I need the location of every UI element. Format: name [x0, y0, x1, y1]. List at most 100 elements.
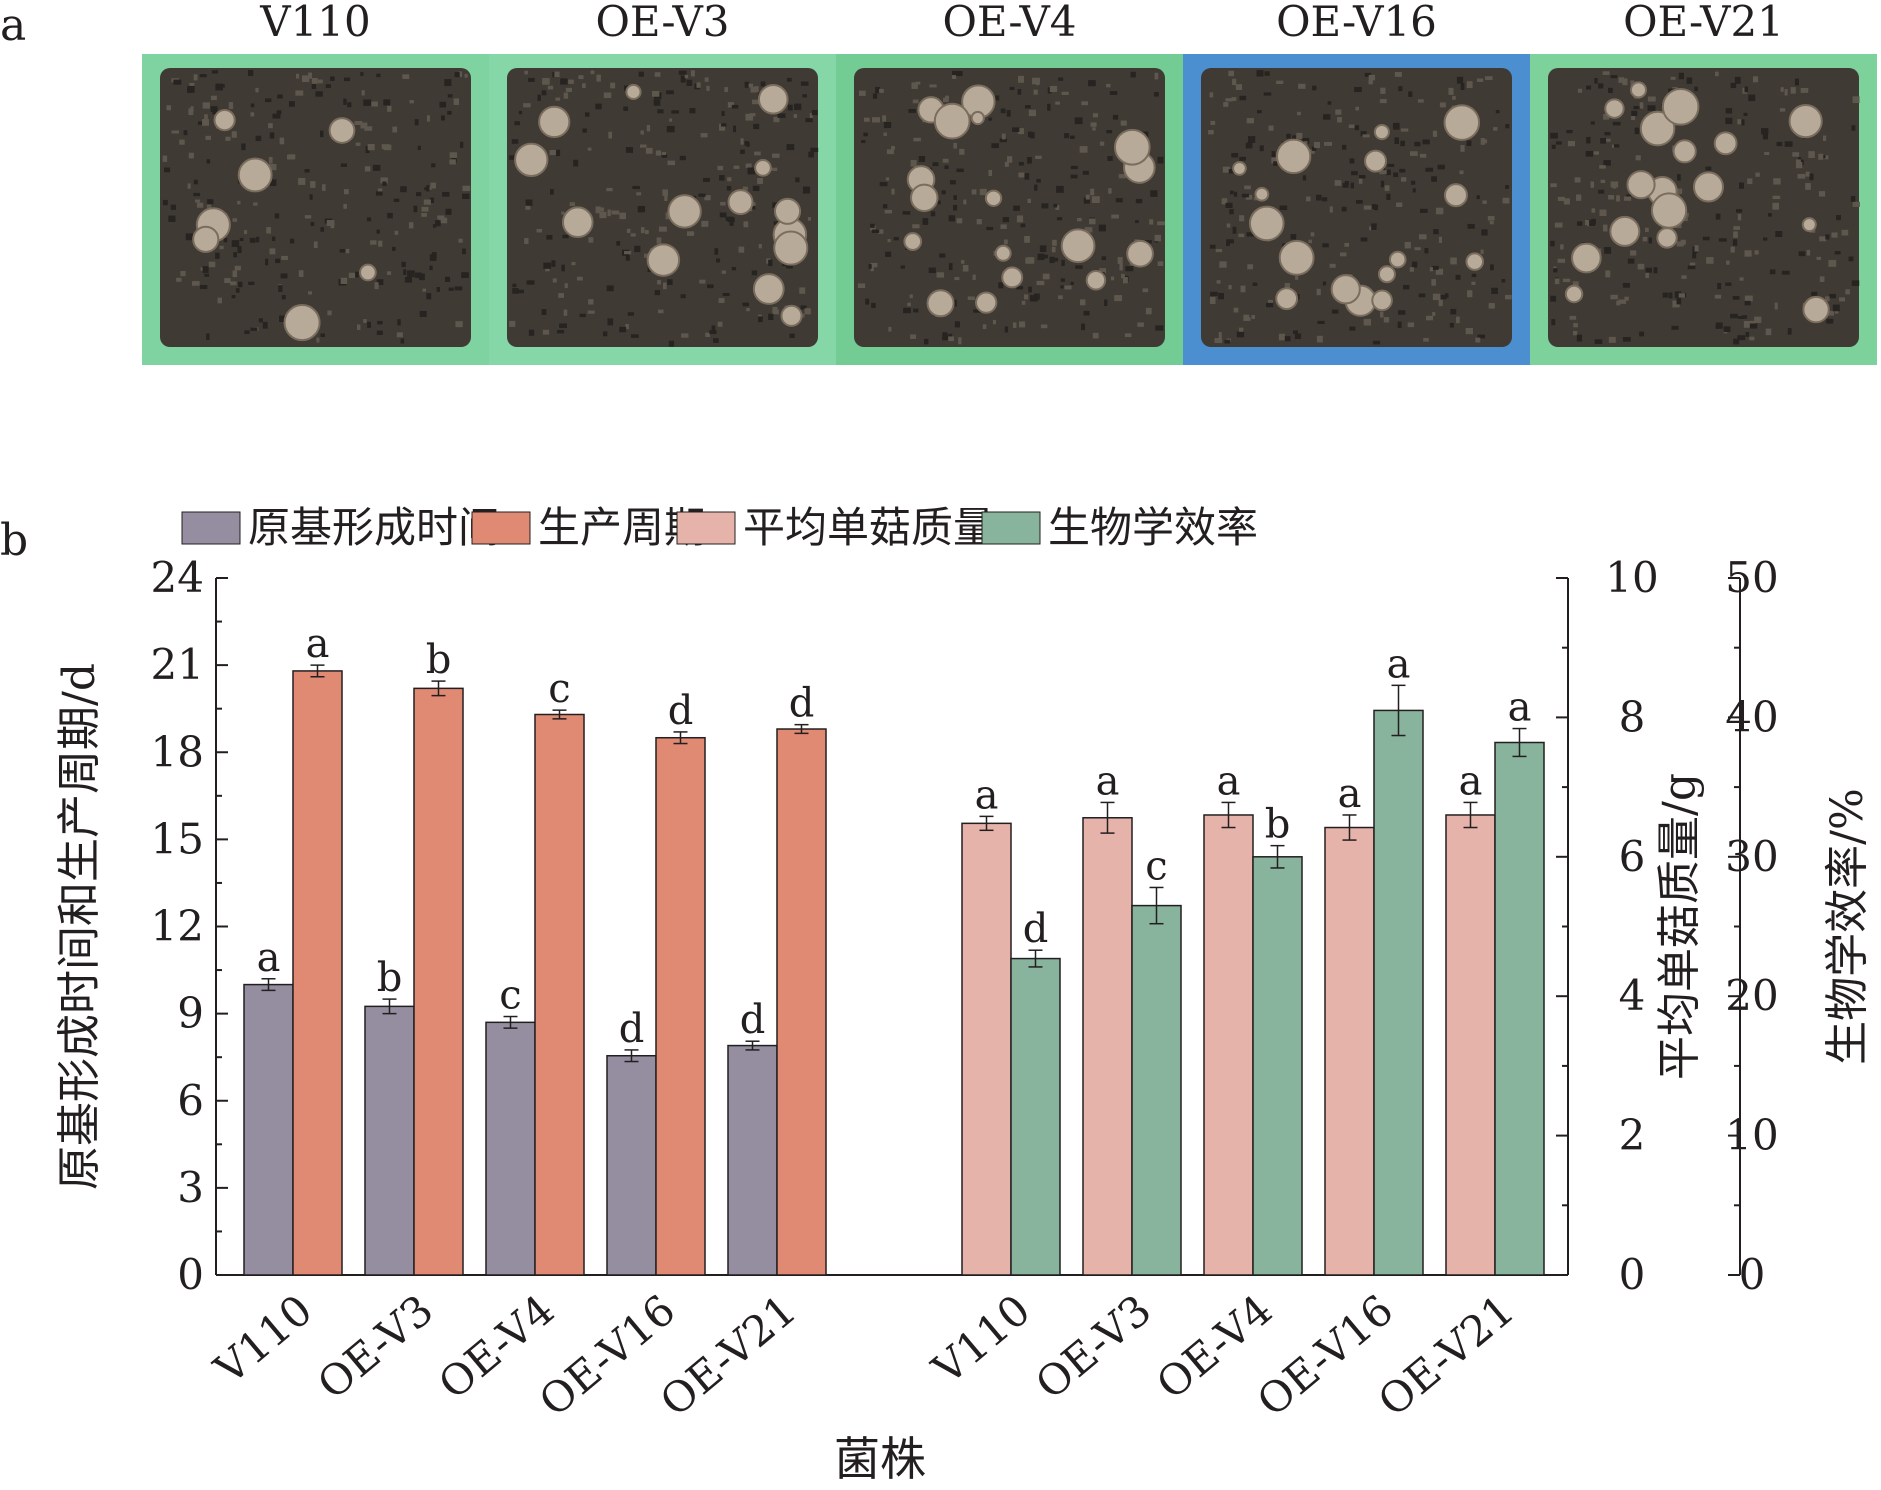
- substrate-speck: [1263, 92, 1272, 96]
- substrate-speck: [514, 121, 520, 126]
- substrate-speck: [265, 98, 272, 103]
- substrate-speck: [1726, 260, 1730, 265]
- substrate-speck: [760, 81, 766, 87]
- substrate-speck: [795, 177, 800, 183]
- substrate-speck: [561, 264, 565, 272]
- mushroom-cap: [910, 183, 939, 213]
- substrate-speck: [1226, 241, 1230, 247]
- substrate-speck: [786, 144, 795, 151]
- substrate-speck: [340, 277, 348, 285]
- substrate-speck: [217, 297, 222, 304]
- substrate-speck: [509, 155, 516, 160]
- substrate-speck: [378, 188, 383, 192]
- substrate-speck: [447, 94, 453, 98]
- substrate-speck: [1154, 72, 1159, 80]
- substrate-speck: [1805, 183, 1811, 190]
- substrate-speck: [1432, 312, 1436, 316]
- substrate-speck: [365, 146, 370, 154]
- photo-panel-label: a: [0, 0, 27, 51]
- substrate-speck: [1228, 70, 1235, 77]
- substrate-speck: [891, 146, 895, 150]
- substrate-speck: [1489, 220, 1494, 225]
- substrate-speck: [1738, 182, 1744, 189]
- substrate-speck: [870, 265, 874, 272]
- substrate-speck: [1567, 141, 1576, 147]
- substrate-speck: [560, 78, 568, 85]
- cultivation-tray-photos: V110 OE-V3 OE-V4 OE-V16 OE-V21: [142, 0, 1877, 365]
- substrate-speck: [1360, 237, 1368, 242]
- substrate-speck: [1341, 206, 1347, 212]
- substrate-speck: [326, 220, 335, 226]
- substrate-speck: [885, 177, 890, 181]
- substrate-speck: [1209, 92, 1214, 98]
- substrate-speck: [1149, 219, 1154, 225]
- substrate-speck: [1487, 216, 1495, 221]
- substrate-speck: [1694, 86, 1698, 92]
- substrate-speck: [330, 223, 335, 229]
- substrate-speck: [1232, 78, 1237, 86]
- bar: [243, 983, 294, 1276]
- substrate-speck: [1222, 166, 1231, 173]
- substrate-speck: [1687, 265, 1696, 270]
- substrate-speck: [1423, 338, 1429, 342]
- substrate-speck: [1744, 86, 1748, 93]
- substrate-speck: [758, 316, 763, 323]
- substrate-speck: [279, 137, 285, 145]
- substrate-speck: [941, 190, 946, 195]
- substrate-speck: [561, 211, 565, 215]
- substrate-speck: [327, 310, 332, 316]
- substrate-speck: [1795, 162, 1803, 169]
- substrate-speck: [432, 224, 437, 228]
- substrate-speck: [1029, 295, 1038, 302]
- bar: [413, 687, 464, 1276]
- substrate-speck: [662, 189, 668, 196]
- substrate-speck: [255, 87, 259, 93]
- substrate-speck: [768, 259, 773, 267]
- substrate-speck: [1012, 322, 1017, 328]
- mushroom-cap: [237, 157, 273, 193]
- substrate-speck: [1725, 282, 1732, 286]
- substrate-speck: [1467, 290, 1473, 298]
- substrate-speck: [1600, 179, 1606, 183]
- x-tick-label: OE-V21: [1369, 1285, 1524, 1426]
- substrate-speck: [1028, 131, 1033, 138]
- bar: [534, 713, 585, 1276]
- substrate-speck: [717, 165, 724, 171]
- substrate-speck: [1024, 105, 1031, 109]
- mushroom-cap: [625, 83, 642, 101]
- substrate-speck: [930, 211, 936, 217]
- substrate-speck: [1150, 190, 1158, 197]
- substrate-speck: [1225, 98, 1233, 102]
- substrate-speck: [421, 213, 427, 217]
- substrate-speck: [1292, 135, 1296, 142]
- chart-panel-label: b: [0, 515, 29, 566]
- substrate-speck: [348, 272, 356, 279]
- substrate-speck: [1070, 174, 1078, 179]
- substrate-speck: [1135, 219, 1139, 224]
- substrate-speck: [1850, 195, 1856, 202]
- substrate-speck: [879, 88, 884, 93]
- mushroom-cap: [1443, 104, 1481, 141]
- mushroom-cap: [1278, 239, 1315, 276]
- substrate-speck: [705, 332, 710, 337]
- substrate-speck: [1215, 248, 1223, 253]
- bar: [961, 822, 1012, 1276]
- substrate-speck: [1668, 292, 1673, 299]
- substrate-speck: [644, 229, 649, 235]
- substrate-speck: [1362, 134, 1370, 138]
- substrate-speck: [1809, 173, 1814, 181]
- substrate-speck: [1018, 172, 1025, 178]
- substrate-speck: [727, 102, 735, 108]
- substrate-speck: [1049, 85, 1058, 93]
- mushroom-cap: [773, 230, 809, 266]
- substrate-speck: [913, 308, 919, 313]
- photo-column-label: OE-V3: [595, 0, 729, 46]
- substrate-speck: [751, 270, 758, 276]
- substrate-speck: [363, 319, 367, 323]
- substrate-speck: [202, 119, 209, 126]
- substrate-speck: [661, 153, 668, 158]
- substrate-speck: [250, 103, 255, 108]
- substrate-speck: [1818, 191, 1826, 197]
- substrate-speck: [1605, 270, 1611, 278]
- substrate-speck: [206, 333, 210, 340]
